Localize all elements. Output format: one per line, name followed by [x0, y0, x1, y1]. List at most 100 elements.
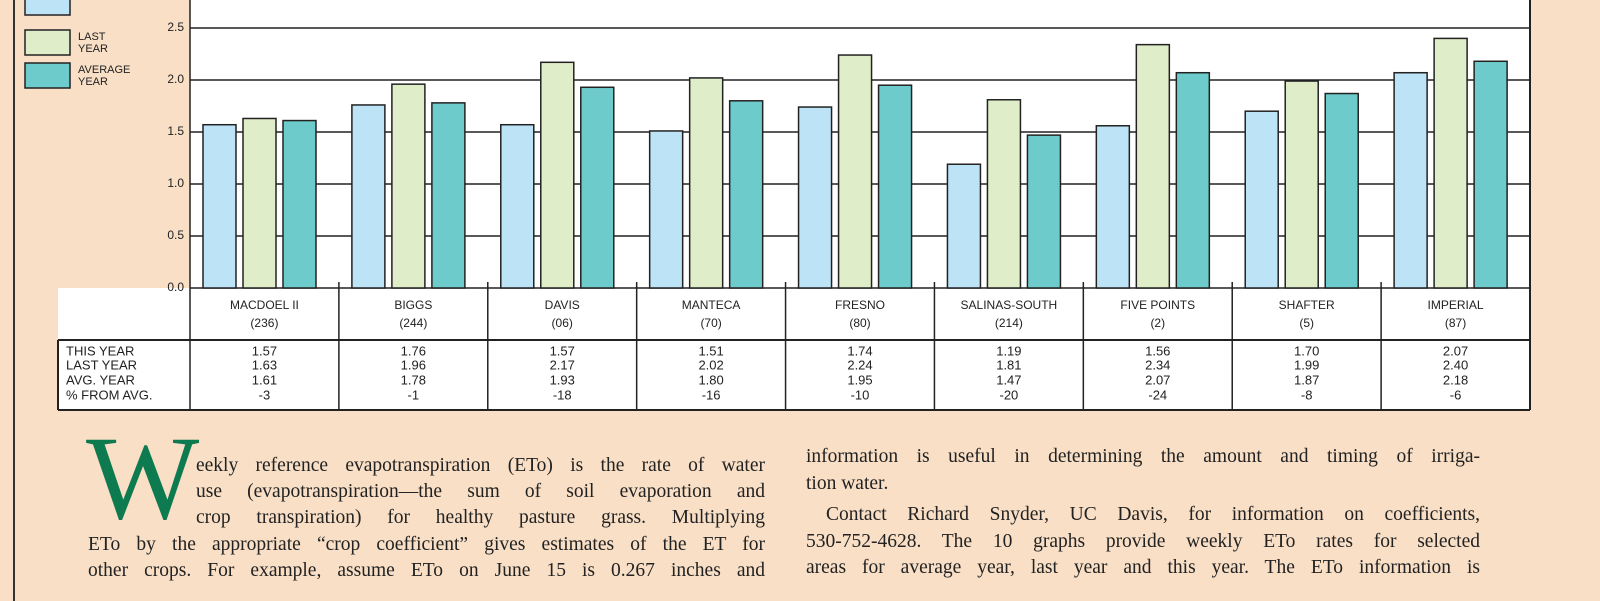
table-value: 1.93	[550, 372, 575, 387]
table-row-label: LAST YEAR	[66, 357, 137, 372]
bar	[1026, 134, 1062, 289]
table-row-label: AVG. YEAR	[66, 372, 135, 387]
y-tick-label: 1.5	[167, 124, 184, 138]
table-value: 1.56	[1145, 343, 1170, 358]
y-tick-label: 1.0	[167, 176, 184, 190]
article-line: Contact Richard Snyder, UC Davis, for in…	[826, 504, 1480, 525]
table-value: 2.34	[1145, 357, 1170, 372]
table-value: 2.07	[1145, 372, 1170, 387]
article-line: information is useful in determining the…	[806, 446, 1480, 467]
table-value: 1.70	[1294, 343, 1319, 358]
table-value: 2.17	[550, 357, 575, 372]
legend-label: THIS YEAR	[78, 0, 138, 3]
table-value: 1.96	[401, 357, 426, 372]
table-value: -18	[553, 387, 572, 402]
station-code: (244)	[399, 316, 427, 330]
bar	[500, 123, 535, 289]
bar	[797, 106, 833, 289]
bar	[688, 77, 724, 289]
table-value: 1.63	[252, 357, 277, 372]
bar	[282, 119, 317, 289]
station-code: (70)	[700, 316, 721, 330]
bar	[1244, 110, 1279, 289]
x-tick-label: IMPERIAL	[1428, 298, 1484, 312]
x-tick-label: BIGGS	[394, 298, 432, 312]
table-value: 2.40	[1443, 357, 1468, 372]
x-tick-label: FIVE POINTS	[1120, 298, 1195, 312]
station-code: (5)	[1299, 316, 1314, 330]
bar	[1324, 92, 1359, 289]
bar	[1473, 60, 1508, 289]
table-value: 1.99	[1294, 357, 1319, 372]
bar	[648, 130, 684, 289]
bar	[1393, 71, 1428, 289]
table-row-label: % FROM AVG.	[66, 387, 152, 402]
legend-swatch	[24, 0, 71, 16]
bar	[242, 117, 277, 289]
bar	[1095, 125, 1131, 289]
station-code: (214)	[995, 316, 1023, 330]
bar	[1433, 37, 1468, 289]
table-value: 1.95	[847, 372, 872, 387]
x-tick-label: MANTECA	[682, 298, 741, 312]
table-value: 2.07	[1443, 343, 1468, 358]
table-value: 1.57	[252, 343, 277, 358]
legend-swatch	[24, 29, 71, 56]
bar	[391, 83, 426, 289]
legend-label: LAST YEAR	[78, 31, 108, 55]
table-value: 2.18	[1443, 372, 1468, 387]
table-value: 1.74	[847, 343, 872, 358]
bar	[351, 104, 386, 289]
table-value: -24	[1148, 387, 1167, 402]
article-line: eekly reference evapotranspiration (ETo)…	[196, 455, 765, 476]
bar	[946, 163, 982, 289]
table-value: -10	[851, 387, 870, 402]
bar	[728, 100, 764, 289]
table-value: -1	[408, 387, 420, 402]
article-line: 530-752-4628. The 10 graphs provide week…	[806, 531, 1480, 552]
table-value: 2.02	[698, 357, 723, 372]
legend-swatch	[24, 62, 71, 89]
table-value: 1.76	[401, 343, 426, 358]
y-tick-label: 0.5	[167, 228, 184, 242]
table-value: 1.87	[1294, 372, 1319, 387]
table-value: 2.24	[847, 357, 872, 372]
station-code: (2)	[1150, 316, 1165, 330]
table-value: 1.81	[996, 357, 1021, 372]
table-value: 1.51	[698, 343, 723, 358]
article-line: ETo by the appropriate “crop coefficient…	[88, 534, 765, 555]
station-code: (06)	[552, 316, 573, 330]
table-value: 1.19	[996, 343, 1021, 358]
table-value: -8	[1301, 387, 1313, 402]
article-line: crop transpiration) for healthy pasture …	[196, 507, 765, 528]
article-line: areas for average year, last year and th…	[806, 557, 1480, 578]
x-tick-label: MACDOEL II	[230, 298, 299, 312]
bar	[837, 54, 873, 289]
table-value: -6	[1450, 387, 1462, 402]
table-area	[58, 288, 1530, 410]
article-line: other crops. For example, assume ETo on …	[88, 560, 765, 581]
station-code: (87)	[1445, 316, 1466, 330]
y-tick-label: 2.5	[167, 20, 184, 34]
table-value: 1.57	[550, 343, 575, 358]
x-tick-label: DAVIS	[545, 298, 580, 312]
bar	[431, 102, 466, 289]
y-tick-label: 2.0	[167, 72, 184, 86]
bar	[580, 86, 615, 289]
station-code: (236)	[250, 316, 278, 330]
bar	[1175, 71, 1211, 289]
table-value: -16	[702, 387, 721, 402]
table-value: 1.78	[401, 372, 426, 387]
legend-label: AVERAGE YEAR	[78, 64, 131, 88]
table-value: -20	[999, 387, 1018, 402]
table-row-label: THIS YEAR	[66, 343, 134, 358]
article-line: tion water.	[806, 473, 889, 494]
station-code: (80)	[849, 316, 870, 330]
drop-cap: W	[86, 411, 200, 544]
bar	[986, 99, 1022, 289]
x-tick-label: FRESNO	[835, 298, 885, 312]
bar	[1135, 43, 1171, 289]
bar	[540, 61, 575, 289]
